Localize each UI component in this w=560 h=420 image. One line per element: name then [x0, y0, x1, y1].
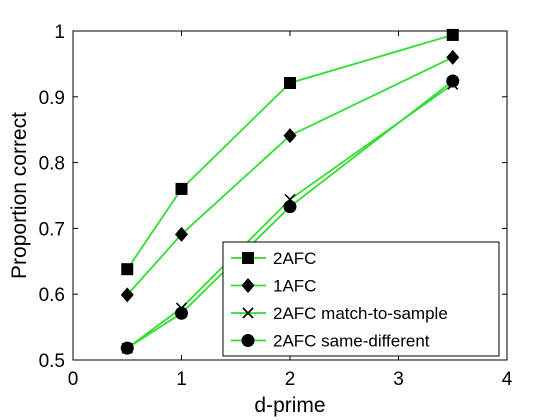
x-axis-label: d-prime — [254, 394, 325, 417]
data-point-diamond — [175, 226, 188, 242]
legend-item: 2AFC match-to-sample — [231, 304, 448, 323]
y-tick-label: 0.7 — [39, 219, 65, 240]
data-point-circle — [283, 200, 297, 214]
data-point-square — [284, 76, 296, 89]
series-square — [121, 28, 459, 276]
data-point-diamond — [120, 287, 134, 303]
x-tick-label: 2 — [285, 369, 296, 390]
y-tick-label: 0.8 — [39, 154, 65, 175]
data-point-square — [121, 263, 134, 276]
y-tick-label: 0.5 — [39, 351, 65, 372]
data-point-diamond — [283, 128, 297, 144]
legend-marker-diamond — [241, 278, 255, 293]
legend-box — [222, 241, 500, 357]
legend-marker-circle — [241, 334, 255, 347]
series-diamond — [120, 49, 460, 303]
y-tick-label: 0.9 — [39, 88, 65, 109]
y-axis-label: Proportion correct — [8, 112, 31, 279]
y-tick-label: 1 — [54, 22, 65, 43]
legend-label: 2AFC same-different — [273, 332, 430, 351]
data-point-diamond — [446, 49, 460, 65]
x-tick-label: 4 — [502, 369, 513, 390]
x-tick-label: 3 — [393, 369, 404, 390]
series-line — [126, 34, 454, 270]
legend-label: 2AFC match-to-sample — [273, 304, 448, 323]
legend-item: 2AFC same-different — [231, 332, 430, 351]
legend-marker-x — [242, 307, 254, 319]
legend-label: 1AFC — [273, 277, 316, 296]
legend-item: 2AFC — [231, 249, 316, 268]
y-tick-label: 0.6 — [39, 285, 65, 306]
x-marker-stroke — [242, 307, 254, 319]
data-point-circle — [120, 341, 134, 355]
legend-label: 2AFC — [273, 249, 316, 268]
data-point-square — [175, 182, 188, 195]
data-point-circle — [175, 306, 188, 320]
x-tick-label: 0 — [68, 369, 79, 390]
data-point-square — [446, 28, 459, 41]
legend-marker-square — [242, 252, 254, 264]
legend-item: 1AFC — [231, 277, 316, 296]
series-line — [126, 56, 454, 296]
x-tick-label: 1 — [176, 369, 187, 390]
legend: 2AFC 1AFC 2AFC match-to-sample 2AFC same-di… — [222, 241, 500, 357]
data-point-circle — [446, 74, 460, 88]
